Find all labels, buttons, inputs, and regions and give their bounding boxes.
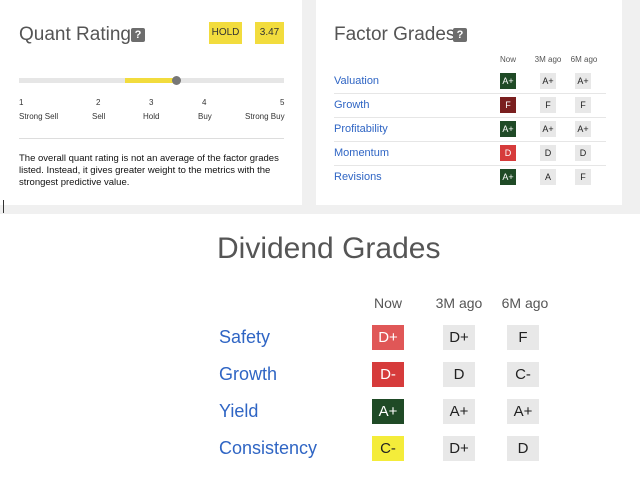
factor-row-divider: [334, 93, 606, 94]
factor-grade-revisions-3m: A: [540, 169, 556, 185]
quant-description: The overall quant rating is not an avera…: [19, 153, 279, 188]
factor-help-icon[interactable]: ?: [453, 28, 467, 42]
quant-rating-badge: HOLD: [209, 22, 242, 44]
dividend-row-safety[interactable]: Safety: [219, 327, 271, 347]
scale-label-sell: Sell: [92, 112, 106, 121]
factor-row-momentum[interactable]: Momentum: [334, 147, 390, 159]
dividend-col-3m: 3M ago: [435, 295, 483, 311]
scale-label-buy: Buy: [198, 112, 212, 121]
dividend-grade-safety-3m: D+: [443, 325, 475, 350]
factor-row-growth[interactable]: Growth: [334, 99, 370, 111]
factor-grade-growth-now: F: [500, 97, 516, 113]
dividend-grade-growth-now: D-: [372, 362, 404, 387]
rating-scale-fill: [125, 78, 177, 83]
dividend-grade-consistency-6m: D: [507, 436, 539, 461]
dividend-col-now: Now: [373, 295, 402, 311]
quant-score-badge: 3.47: [255, 22, 284, 44]
scale-tick-5: 5: [280, 98, 285, 107]
factor-grades-card: Factor Grades ? Now 3M ago 6M ago Valuat…: [316, 0, 622, 205]
scale-tick-1: 1: [19, 98, 24, 107]
factor-row-valuation[interactable]: Valuation: [334, 75, 380, 87]
factor-grade-growth-6m: F: [575, 97, 591, 113]
factor-grades-title: Factor Grades: [334, 24, 456, 45]
factor-row-revisions[interactable]: Revisions: [334, 171, 382, 183]
factor-grade-profitability-now: A+: [500, 121, 516, 137]
dividend-row-yield[interactable]: Yield: [219, 401, 259, 421]
dividend-grade-yield-now: A+: [372, 399, 404, 424]
dividend-col-6m: 6M ago: [501, 295, 549, 311]
dividend-grade-safety-now: D+: [372, 325, 404, 350]
quant-rating-card: Quant Rating ? HOLD 3.47 1 2 3 4 5 Stron…: [0, 0, 302, 205]
quant-help-icon[interactable]: ?: [131, 28, 145, 42]
dividend-grade-consistency-now: C-: [372, 436, 404, 461]
scale-tick-3: 3: [149, 98, 154, 107]
scale-tick-4: 4: [202, 98, 207, 107]
factor-grade-valuation-3m: A+: [540, 73, 556, 89]
top-panel: Quant Rating ? HOLD 3.47 1 2 3 4 5 Stron…: [0, 0, 640, 214]
dividend-grade-safety-6m: F: [507, 325, 539, 350]
scale-label-strong-buy: Strong Buy: [245, 112, 285, 121]
factor-grade-profitability-3m: A+: [540, 121, 556, 137]
factor-row-divider: [334, 141, 606, 142]
dividend-grade-yield-3m: A+: [443, 399, 475, 424]
factor-grade-momentum-now: D: [500, 145, 516, 161]
rating-scale-marker: [172, 76, 181, 85]
factor-row-divider: [334, 165, 606, 166]
factor-grade-revisions-6m: F: [575, 169, 591, 185]
quant-rating-title: Quant Rating: [19, 24, 131, 45]
dividend-row-consistency[interactable]: Consistency: [219, 438, 318, 458]
factor-col-now: Now: [499, 55, 516, 64]
factor-grade-valuation-6m: A+: [575, 73, 591, 89]
factor-grade-revisions-now: A+: [500, 169, 516, 185]
factor-col-6m: 6M ago: [570, 55, 598, 64]
factor-col-3m: 3M ago: [534, 55, 562, 64]
dividend-row-growth[interactable]: Growth: [219, 364, 278, 384]
dividend-grade-consistency-3m: D+: [443, 436, 475, 461]
factor-row-divider: [334, 117, 606, 118]
factor-grade-momentum-3m: D: [540, 145, 556, 161]
factor-grade-valuation-now: A+: [500, 73, 516, 89]
text-cursor: [3, 200, 4, 213]
scale-tick-2: 2: [96, 98, 101, 107]
scale-label-hold: Hold: [143, 112, 160, 121]
dividend-grades-title: Dividend Grades: [217, 232, 441, 265]
dividend-grade-growth-3m: D: [443, 362, 475, 387]
factor-grade-growth-3m: F: [540, 97, 556, 113]
factor-row-profitability[interactable]: Profitability: [334, 123, 388, 135]
factor-grade-momentum-6m: D: [575, 145, 591, 161]
quant-divider: [19, 138, 284, 139]
factor-grade-profitability-6m: A+: [575, 121, 591, 137]
dividend-grade-growth-6m: C-: [507, 362, 539, 387]
dividend-grade-yield-6m: A+: [507, 399, 539, 424]
scale-label-strong-sell: Strong Sell: [19, 112, 59, 121]
